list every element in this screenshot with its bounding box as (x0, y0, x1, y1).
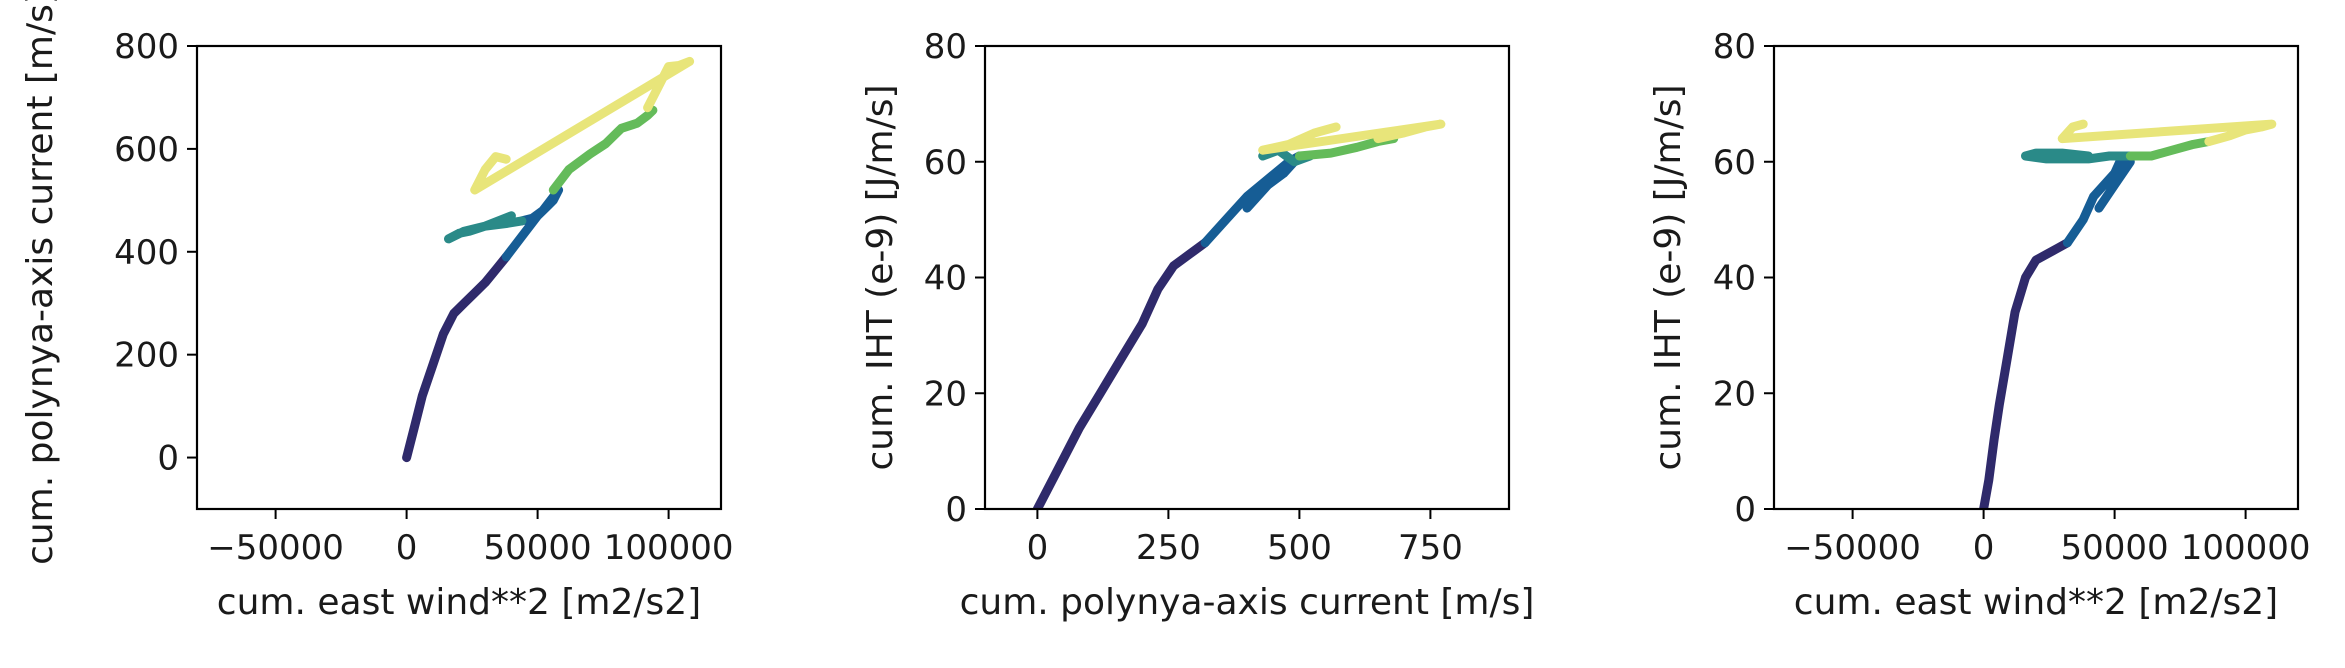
x-tick-label: 0 (396, 528, 418, 568)
series-line (2057, 119, 2277, 146)
series-line (1200, 151, 1304, 248)
y-tick-label: 20 (924, 374, 967, 414)
x-tick-label: 0 (1973, 528, 1995, 568)
x-tick-label: 0 (1027, 528, 1049, 568)
series-line (2125, 137, 2214, 161)
series-line (1258, 119, 1446, 155)
x-tick-label: 250 (1136, 528, 1201, 568)
y-tick-label: 60 (1713, 143, 1756, 183)
series-line (548, 105, 658, 195)
y-tick-label: 40 (924, 259, 967, 299)
series-line (501, 185, 564, 262)
x-axis-label: cum. east wind**2 [m2/s2] (1794, 582, 2278, 623)
x-tick-label: 50000 (2061, 528, 2169, 568)
y-tick-label: 0 (945, 490, 967, 530)
axes-frame (1772, 44, 2300, 511)
y-tick-label: 40 (1713, 259, 1756, 299)
axes-frame (983, 44, 1511, 511)
series-line (1032, 238, 1210, 509)
series-line (1979, 238, 2072, 509)
x-tick-label: 500 (1267, 528, 1332, 568)
x-tick-label: 50000 (484, 528, 592, 568)
y-tick-label: 0 (157, 439, 179, 479)
y-tick-label: 200 (114, 336, 179, 376)
y-axis-label: cum. polynya-axis current [m/s] (20, 0, 61, 565)
y-tick-label: 80 (1713, 27, 1756, 67)
y-tick-label: 20 (1713, 374, 1756, 414)
y-tick-label: 600 (114, 130, 179, 170)
x-tick-label: 750 (1398, 528, 1463, 568)
chart-panel-1: −50000 0 50000 100000 0 200 400 600 800 cum. east… (20, 0, 733, 623)
y-tick-label: 800 (114, 27, 179, 67)
series-group (402, 56, 695, 463)
y-axis-label: cum. IHT (e-9) [J/m/s] (860, 84, 901, 470)
x-tick-label: −50000 (1784, 528, 1921, 568)
series-line (444, 211, 527, 244)
y-tick-label: 60 (924, 143, 967, 183)
series-line (2021, 148, 2135, 164)
x-tick-label: 100000 (604, 528, 734, 568)
x-tick-label: 100000 (2181, 528, 2311, 568)
x-axis-label: cum. polynya-axis current [m/s] (960, 582, 1535, 623)
series-group (1979, 119, 2277, 509)
chart-panel-2: 0 250 500 750 0 20 40 60 80 cum. polynya-axis cur… (860, 27, 1534, 623)
y-tick-label: 0 (1734, 490, 1756, 530)
series-group (1032, 119, 1446, 509)
series-line (402, 252, 511, 463)
x-axis-label: cum. east wind**2 [m2/s2] (217, 582, 701, 623)
series-line (470, 56, 695, 195)
series-line (2062, 151, 2135, 248)
axes-frame (195, 44, 723, 511)
y-axis-label: cum. IHT (e-9) [J/m/s] (1648, 84, 1689, 470)
y-tick-label: 80 (924, 27, 967, 67)
x-tick-label: −50000 (207, 528, 344, 568)
y-tick-label: 400 (114, 233, 179, 273)
chart-panel-3: −50000 0 50000 100000 0 20 40 60 80 cum. east win… (1648, 27, 2310, 623)
